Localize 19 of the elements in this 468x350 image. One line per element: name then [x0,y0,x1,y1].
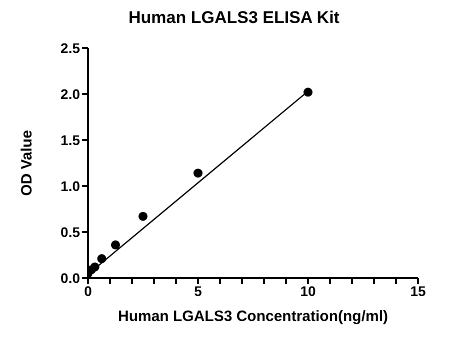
y-tick-label: 2.0 [60,86,80,102]
x-tick-label: 10 [300,282,316,299]
x-tick-label: 5 [194,282,202,299]
point [193,168,203,178]
y-tick-label: 1.0 [60,178,80,194]
point [110,240,120,250]
y-tick-label: 2.5 [60,40,80,56]
chart-title: Human LGALS3 ELISA Kit [128,8,340,29]
x-axis-title: Human LGALS3 Concentration(ng/ml) [118,308,388,325]
point [303,88,313,97]
point [97,254,106,264]
x-tick-label: 15 [410,282,426,299]
y-tick-label: 1.5 [60,132,80,148]
point [138,212,148,221]
y-axis-title: OD Value [18,130,36,196]
point [90,262,100,272]
y-tick-label: 0.5 [60,224,80,240]
y-tick-label: 0.0 [60,270,80,286]
x-tick-label: 0 [84,282,92,299]
